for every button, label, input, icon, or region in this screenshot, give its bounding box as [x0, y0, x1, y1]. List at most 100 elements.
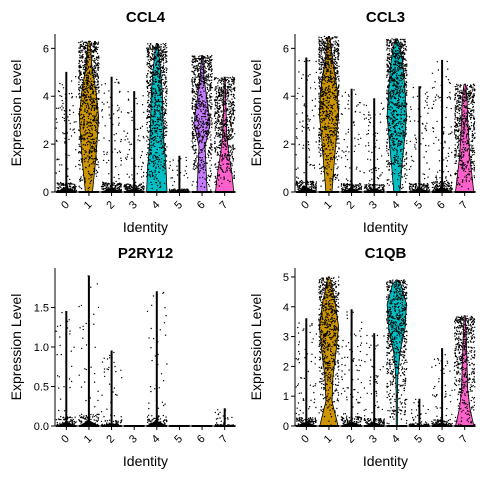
data-point [338, 100, 340, 102]
data-point [327, 89, 329, 91]
data-point [75, 121, 77, 123]
data-point [95, 63, 97, 65]
data-point [331, 178, 333, 181]
data-point [218, 146, 220, 149]
data-point [120, 138, 123, 141]
data-point [147, 82, 149, 84]
data-point [307, 60, 309, 62]
data-point [201, 56, 204, 58]
data-point [84, 182, 86, 184]
data-point [321, 43, 323, 45]
data-point [302, 147, 304, 149]
data-point [96, 93, 98, 95]
data-point [213, 77, 216, 79]
data-point [71, 97, 73, 99]
data-point [323, 110, 325, 113]
data-point [90, 53, 92, 55]
data-point [321, 131, 324, 133]
data-point [84, 59, 86, 61]
data-point [218, 134, 220, 136]
data-point [231, 155, 234, 158]
data-point [165, 85, 168, 88]
data-point [318, 49, 320, 51]
data-point [363, 104, 365, 106]
data-point [320, 37, 323, 39]
data-point [159, 137, 161, 139]
data-point [151, 96, 154, 98]
data-point [222, 97, 224, 99]
data-point [218, 164, 220, 166]
data-point [209, 176, 212, 178]
data-point [89, 112, 91, 114]
data-point [201, 57, 203, 59]
data-point [331, 114, 333, 116]
data-point [355, 189, 358, 191]
data-point [87, 102, 89, 105]
data-point [97, 59, 99, 61]
data-point [201, 77, 203, 79]
data-point [95, 50, 97, 52]
data-point [315, 182, 317, 185]
data-point [113, 184, 115, 186]
data-point [203, 131, 205, 133]
data-point [331, 105, 333, 107]
data-point [194, 145, 196, 147]
data-point [141, 165, 143, 168]
data-point [152, 71, 155, 74]
data-point [232, 101, 235, 103]
data-point [59, 107, 61, 109]
data-point [95, 105, 98, 108]
data-point [328, 137, 330, 139]
data-point [297, 167, 299, 169]
data-point [84, 61, 86, 64]
data-point [172, 159, 174, 161]
data-point [322, 60, 324, 63]
data-point [198, 120, 200, 122]
data-point [195, 167, 197, 169]
data-point [163, 182, 166, 185]
data-point [311, 109, 314, 112]
data-point [80, 135, 82, 138]
data-point [356, 166, 358, 168]
data-point [322, 154, 325, 156]
data-point [115, 166, 117, 168]
data-point [197, 74, 200, 76]
data-point [221, 101, 223, 103]
data-point [80, 161, 83, 163]
data-point [367, 142, 370, 144]
data-point [153, 142, 155, 144]
data-point [151, 132, 154, 134]
data-point [83, 100, 85, 102]
data-point [86, 142, 88, 144]
data-point [324, 148, 326, 150]
data-point [151, 101, 154, 103]
data-point [298, 71, 300, 73]
data-point [94, 47, 97, 49]
data-point [57, 107, 60, 109]
data-point [203, 112, 205, 115]
data-point [228, 181, 231, 183]
data-point [202, 103, 204, 105]
data-point [324, 37, 326, 40]
data-point [302, 189, 305, 192]
data-point [83, 153, 86, 156]
data-point [193, 168, 196, 171]
data-point [148, 146, 150, 149]
data-point [367, 132, 369, 135]
data-point [79, 137, 82, 139]
data-point [358, 101, 361, 104]
data-point [63, 117, 65, 120]
data-point [85, 133, 88, 135]
data-point [78, 111, 81, 113]
data-point [321, 48, 323, 50]
data-point [213, 78, 216, 81]
data-point [185, 172, 188, 175]
data-point [321, 118, 323, 120]
data-point [101, 110, 103, 112]
data-point [93, 147, 95, 149]
data-point [214, 150, 217, 152]
data-point [90, 138, 92, 141]
data-point [368, 187, 370, 189]
data-point [334, 72, 336, 74]
data-point [90, 95, 92, 98]
